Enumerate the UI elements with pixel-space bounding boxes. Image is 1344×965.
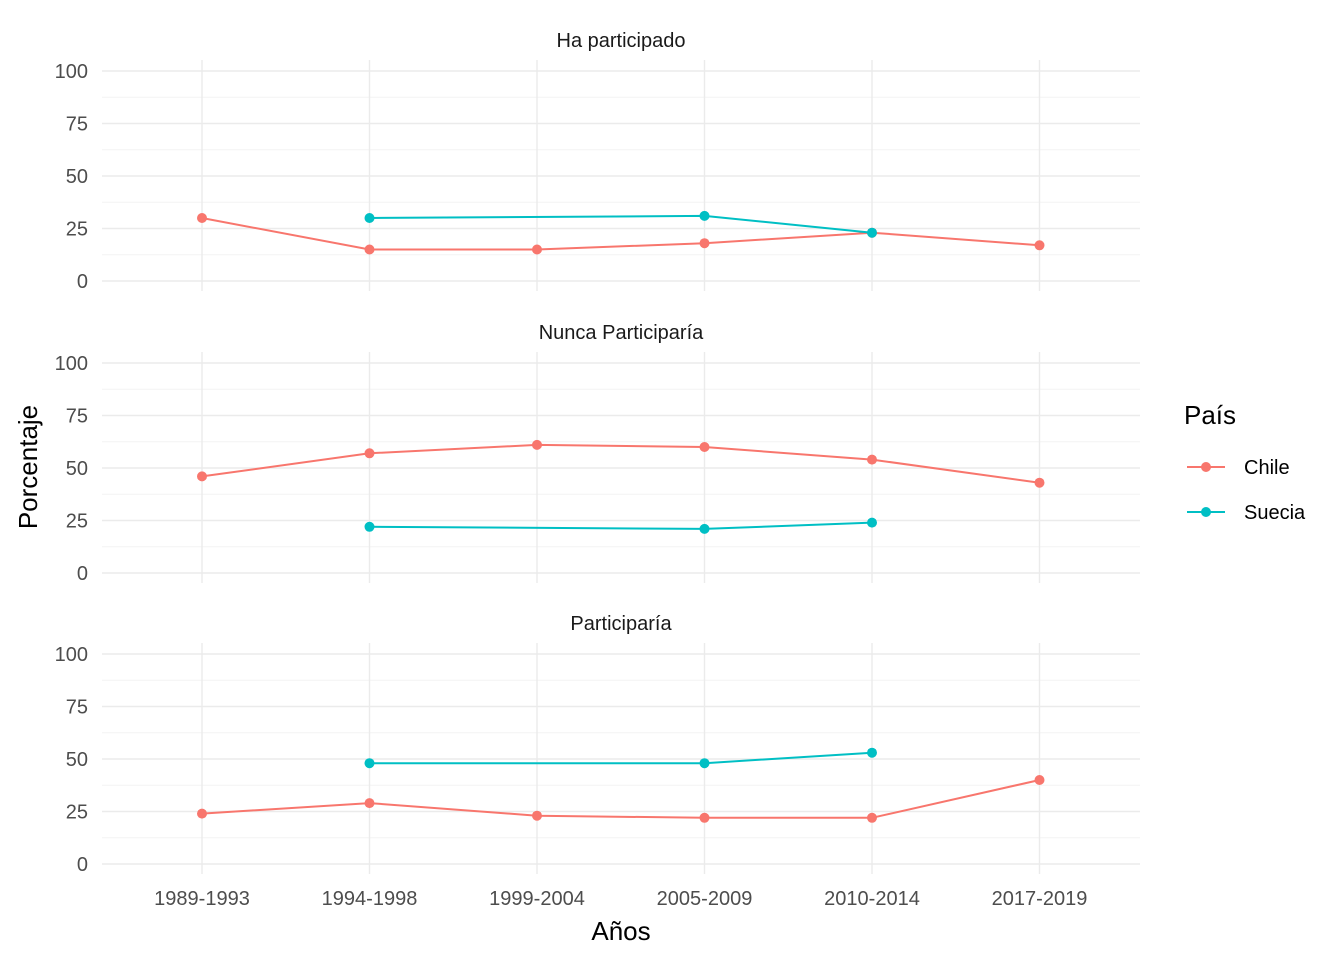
data-point-chile [1034, 240, 1045, 251]
y-tick-label: 50 [66, 749, 88, 771]
data-point-chile [867, 812, 877, 823]
x-tick-label: 2005-2009 [657, 888, 753, 910]
data-point-suecia [867, 517, 877, 528]
data-point-chile [364, 244, 375, 255]
data-point-chile [197, 213, 207, 223]
data-point-chile [532, 810, 542, 821]
data-point-suecia [364, 758, 375, 769]
y-tick-label: 100 [55, 61, 88, 83]
data-point-chile [364, 798, 375, 809]
data-point-chile [532, 244, 542, 255]
legend-key-point [1201, 462, 1211, 472]
y-tick-label: 100 [55, 353, 88, 375]
x-tick-label: 2017-2019 [992, 888, 1088, 910]
series-line-chile [201, 217, 1040, 251]
series-line-chile [201, 443, 1040, 484]
data-point-chile [1034, 477, 1045, 488]
x-tick-label: 1989-1993 [154, 888, 250, 910]
data-point-chile [699, 812, 710, 823]
data-point-suecia [699, 523, 710, 534]
data-point-suecia [867, 747, 877, 758]
data-point-suecia [867, 227, 877, 238]
y-tick-label: 50 [66, 458, 88, 480]
y-tick-label: 0 [77, 563, 88, 585]
y-tick-label: 75 [66, 697, 88, 719]
y-tick-label: 0 [77, 854, 88, 876]
legend-title: País [1184, 400, 1236, 430]
y-tick-label: 100 [55, 644, 88, 666]
data-point-chile [1034, 775, 1045, 785]
series-line-suecia [369, 751, 873, 765]
panel-title: Nunca Participaría [539, 322, 704, 344]
data-point-suecia [699, 758, 710, 769]
data-point-chile [867, 454, 877, 465]
x-tick-label: 2010-2014 [824, 888, 920, 910]
data-point-chile [197, 808, 207, 819]
legend-label-suecia: Suecia [1244, 502, 1306, 524]
data-point-chile [699, 238, 710, 249]
y-tick-label: 50 [66, 166, 88, 188]
y-tick-label: 25 [66, 219, 88, 241]
y-tick-label: 25 [66, 802, 88, 824]
series-line-suecia [369, 214, 873, 234]
data-point-chile [197, 471, 207, 482]
y-tick-label: 75 [66, 114, 88, 136]
data-point-chile [532, 439, 542, 450]
y-tick-label: 75 [66, 406, 88, 428]
y-tick-label: 25 [66, 511, 88, 533]
data-point-suecia [699, 210, 710, 221]
data-point-chile [699, 442, 710, 452]
legend-label-chile: Chile [1244, 457, 1290, 479]
x-axis-title: Años [591, 916, 650, 946]
data-point-suecia [364, 521, 375, 532]
data-point-suecia [364, 213, 375, 223]
y-tick-label: 0 [77, 271, 88, 293]
data-point-chile [364, 448, 375, 459]
panel-title: Ha participado [557, 30, 686, 52]
x-tick-label: 1994-1998 [322, 888, 418, 910]
x-tick-label: 1999-2004 [489, 888, 585, 910]
panel-title: Participaría [570, 613, 672, 635]
y-axis-title: Porcentaje [13, 405, 43, 529]
series-line-chile [201, 779, 1040, 819]
series-line-suecia [369, 521, 873, 530]
legend-key-point [1201, 507, 1211, 517]
